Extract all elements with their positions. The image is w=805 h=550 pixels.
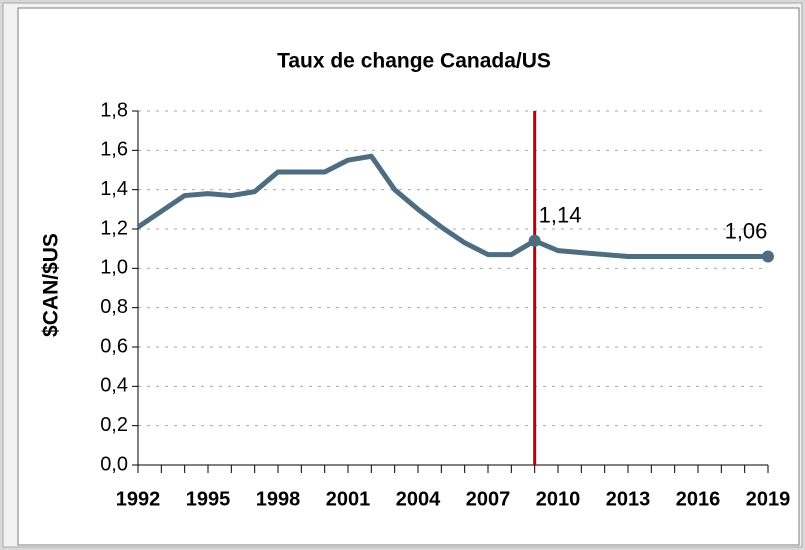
x-tick-label: 1998 [256,488,301,510]
y-tick-label: 1,4 [100,178,128,200]
point-marker [528,234,541,247]
x-tick-label: 2010 [536,488,581,510]
point-marker [762,250,774,263]
x-tick-label: 1992 [116,488,161,510]
y-tick-label: 1,0 [100,257,128,279]
x-tick-label: 2019 [746,488,791,510]
x-tick-label: 2016 [676,488,721,510]
x-tick-label: 2013 [606,488,651,510]
x-tick-label: 2001 [326,488,371,510]
y-tick-label: 1,6 [100,139,128,161]
y-tick-label: 1,2 [100,217,128,239]
chart-title: Taux de change Canada/US [277,50,551,73]
x-tick-label: 2007 [466,488,511,510]
data-label: 1,14 [539,203,582,228]
chart-area [17,7,800,546]
y-tick-label: 0,6 [100,335,128,357]
data-label: 1,06 [725,218,768,243]
y-tick-label: 0,2 [100,414,128,436]
y-tick-label: 0,0 [100,453,128,475]
x-tick-label: 2004 [396,488,441,510]
series-line [136,153,768,260]
y-tick-label: 1,8 [100,99,128,121]
y-tick-label: 0,8 [100,296,128,318]
x-tick-label: 1995 [186,488,231,510]
y-tick-label: 0,4 [100,375,128,397]
y-axis-label: $CAN/$US [40,233,63,337]
